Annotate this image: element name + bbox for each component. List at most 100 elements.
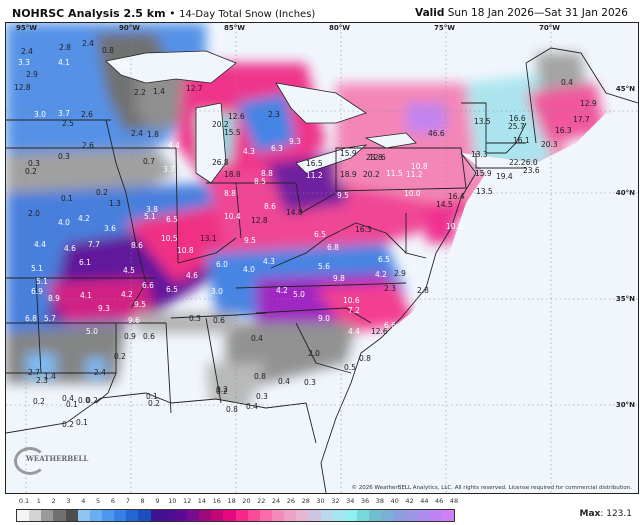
- snowfall-value: 2.0: [308, 349, 320, 358]
- snowfall-value: 4.2: [375, 270, 387, 279]
- legend-tick: 4: [81, 497, 86, 505]
- legend-tick: 8: [140, 497, 145, 505]
- logo-swirl-icon: [14, 447, 46, 475]
- legend-swatch: [138, 510, 151, 521]
- legend-tick: 42: [405, 497, 414, 505]
- legend-swatch: [223, 510, 236, 521]
- snowfall-value: 3.7: [163, 165, 175, 174]
- legend-tick: 10: [168, 497, 177, 505]
- legend-swatch: [17, 510, 30, 521]
- legend-tick: 7: [125, 497, 130, 505]
- snowfall-value: 25.7: [508, 122, 525, 131]
- snowfall-value: 16.4: [448, 192, 465, 201]
- valid-label: Valid: [415, 7, 445, 19]
- snowfall-value: 9.5: [337, 191, 349, 200]
- snowfall-value: 6.1: [79, 258, 91, 267]
- snowfall-value: 4.0: [243, 265, 255, 274]
- snowfall-value: 10.8: [411, 162, 428, 171]
- snowfall-value: 4.2: [276, 286, 288, 295]
- legend-swatch: [199, 510, 212, 521]
- snowfall-value: 6.6: [384, 321, 396, 330]
- map-graphics: [6, 23, 638, 493]
- legend-tick: 20: [242, 497, 251, 505]
- max-number: 123.1: [606, 509, 632, 519]
- snowfall-value: 18.9: [340, 170, 357, 179]
- legend-color-bar: [16, 509, 455, 522]
- snowfall-value: 20.3: [541, 140, 558, 149]
- snowfall-value: 15.5: [224, 128, 241, 137]
- longitude-label: 70°W: [539, 24, 560, 32]
- snowfall-value: 1.3: [109, 199, 121, 208]
- logo-text: WEATHERBELL: [26, 454, 89, 463]
- snowfall-value: 3.0: [34, 110, 46, 119]
- snowfall-value: 6.5: [166, 285, 178, 294]
- snowfall-value: 2.4: [94, 368, 106, 377]
- legend-tick: 34: [346, 497, 355, 505]
- legend-swatch: [150, 510, 163, 521]
- legend-swatch: [126, 510, 139, 521]
- snowfall-value: 0.2: [216, 385, 228, 394]
- snowfall-value: 2.2: [134, 88, 146, 97]
- snowfall-value: 9.6: [128, 316, 140, 325]
- valid-period: Valid Sun 18 Jan 2026—Sat 31 Jan 2026: [415, 7, 628, 19]
- snowfall-value: 46.6: [428, 129, 445, 138]
- snowfall-value: 6.5: [378, 255, 390, 264]
- snowfall-value: 5.1: [144, 212, 156, 221]
- snowfall-value: 10.8: [177, 246, 194, 255]
- legend-tick: 5: [96, 497, 101, 505]
- legend-swatch: [296, 510, 309, 521]
- legend-tick: 14: [197, 497, 207, 505]
- legend-swatch: [186, 510, 200, 521]
- snowfall-value: 16.1: [513, 136, 530, 145]
- snowfall-value: 2.5: [62, 119, 74, 128]
- snowfall-value: 6.8: [327, 243, 339, 252]
- snowfall-value: 7.7: [88, 240, 100, 249]
- snowfall-value: 16.3: [355, 225, 372, 234]
- snowfall-value: 8.9: [48, 294, 60, 303]
- legend-tick: 30: [316, 497, 325, 505]
- snowfall-value: 3.7: [58, 109, 70, 118]
- snowfall-value: 0.3: [28, 159, 40, 168]
- snowfall-value: 3.3: [18, 58, 30, 67]
- snowfall-value: 12.8: [251, 216, 268, 225]
- snowfall-value: 2.0: [28, 209, 40, 218]
- copyright-notice: © 2026 WeatherBELL Analytics, LLC. All r…: [351, 485, 632, 491]
- legend-swatch: [393, 510, 406, 521]
- snowfall-value: 2.9: [394, 269, 406, 278]
- snowfall-value: 8.6: [131, 241, 143, 250]
- snowfall-value: 0.4: [251, 334, 263, 343]
- legend-tick: 40: [390, 497, 399, 505]
- snowfall-value: 10.0: [404, 189, 421, 198]
- header: NOHRSC Analysis 2.5 km • 14-Day Total Sn…: [0, 0, 640, 22]
- snowfall-value: 0.8: [226, 405, 238, 414]
- snowfall-value: 20.2: [212, 120, 229, 129]
- snowfall-value: 15.9: [475, 169, 492, 178]
- snowfall-value: 0.1: [146, 392, 158, 401]
- snowfall-value: 4.2: [78, 214, 90, 223]
- snowfall-value: 19.4: [496, 172, 513, 181]
- snowfall-value: 0.6: [213, 316, 225, 325]
- snowfall-value: 3.6: [104, 224, 116, 233]
- snowfall-value: 1.4: [44, 372, 56, 381]
- snowfall-value: 11.2: [406, 170, 423, 179]
- snowfall-value: 14.8: [286, 208, 303, 217]
- snowfall-value: 9.5: [244, 236, 256, 245]
- snowfall-value: 0.8: [102, 46, 114, 55]
- snowfall-value: 23.6: [523, 166, 540, 175]
- snowfall-value: 0.2: [62, 420, 74, 429]
- snowfall-map: 95°W 90°W 85°W 80°W 75°W 70°W 45°N 40°N …: [5, 22, 639, 494]
- snowfall-value: 4.4: [348, 327, 360, 336]
- snowfall-value: 2.6: [81, 110, 93, 119]
- legend-swatch: [29, 510, 42, 521]
- snowfall-value: 9.0: [318, 314, 330, 323]
- max-value: Max: 123.1: [579, 509, 632, 519]
- snowfall-value: 6.9: [31, 287, 43, 296]
- snowfall-value: 4.1: [58, 58, 70, 67]
- snowfall-value: 0.2: [96, 188, 108, 197]
- snowfall-value: 2.9: [26, 70, 38, 79]
- longitude-label: 85°W: [224, 24, 245, 32]
- legend-swatch: [162, 510, 175, 521]
- snowfall-value: 0.2: [114, 352, 126, 361]
- legend-swatch: [41, 510, 54, 521]
- legend-swatch: [332, 510, 345, 521]
